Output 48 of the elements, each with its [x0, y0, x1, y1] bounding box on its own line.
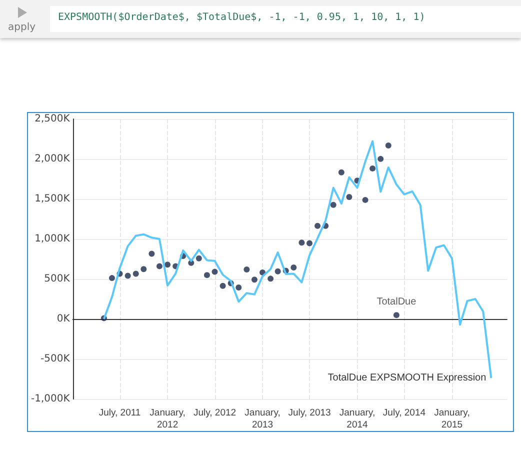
text: EXPSMOOTH($OrderDate$, $TotalDue$, -1, -1, 0.95, 1, 10, 1, 1) [58, 12, 426, 23]
x-tick-label: January, 2015 [434, 408, 470, 430]
point [220, 282, 226, 289]
point [164, 262, 171, 268]
y-tick-label: 0K [56, 314, 70, 324]
point [251, 276, 258, 283]
point [268, 276, 274, 282]
y-tick-label: -500K [40, 354, 70, 364]
point [196, 255, 202, 262]
point [314, 222, 321, 229]
point [244, 266, 250, 272]
point [378, 156, 384, 162]
series-label: TotalDue [376, 296, 417, 308]
x-tick-label: July, 2011 [98, 408, 141, 418]
point [393, 312, 400, 318]
point [385, 142, 392, 148]
x-tick-label: July, 2012 [193, 408, 236, 418]
x-tick-label: July, 2014 [382, 408, 426, 418]
y-tick-label: 2,500K [34, 114, 70, 124]
y-tick-label: 1,500K [34, 194, 70, 204]
y-tick-label: 1,000K [34, 234, 70, 244]
point [338, 169, 344, 176]
point [370, 165, 376, 172]
series-label: TotalDue EXPSMOOTH Expression [328, 372, 486, 384]
point [330, 202, 336, 208]
point [140, 266, 147, 272]
text: apply [8, 22, 36, 33]
y-tick-label: 500K [44, 274, 70, 284]
point [148, 250, 155, 257]
point [132, 270, 139, 277]
point [108, 275, 115, 282]
point [298, 240, 305, 246]
point [124, 272, 131, 279]
x-tick-label: January, 2013 [244, 408, 280, 430]
point [204, 272, 210, 278]
point [212, 268, 218, 275]
point [290, 264, 297, 270]
y-tick-label: 2,000K [34, 154, 70, 164]
point [346, 194, 352, 200]
point [306, 240, 312, 246]
x-tick-label: January, 2014 [339, 408, 376, 430]
x-tick-label: January, 2012 [150, 408, 186, 430]
point [236, 284, 242, 290]
point [274, 268, 281, 274]
point [362, 196, 368, 203]
x-tick-label: July, 2013 [288, 408, 331, 418]
point [156, 263, 162, 270]
y-tick-label: -1,000K [30, 394, 70, 404]
